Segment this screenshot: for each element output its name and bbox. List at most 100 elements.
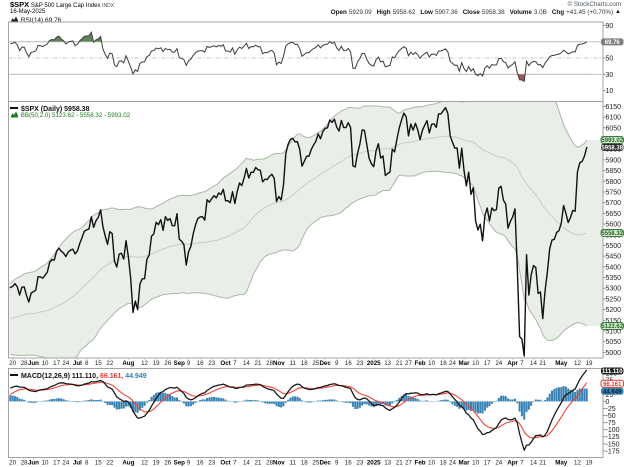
svg-text:90: 90 bbox=[606, 23, 614, 30]
svg-text:26: 26 bbox=[164, 360, 171, 367]
svg-text:18: 18 bbox=[440, 460, 447, 467]
svg-text:21: 21 bbox=[539, 360, 546, 367]
svg-text:6100: 6100 bbox=[606, 115, 622, 122]
svg-text:Oct: Oct bbox=[220, 360, 230, 367]
svg-text:Aug: Aug bbox=[122, 460, 134, 467]
macd-badge-66161: 66.161 bbox=[600, 379, 624, 388]
svg-text:24: 24 bbox=[62, 460, 69, 467]
svg-text:14: 14 bbox=[243, 360, 250, 367]
svg-text:9: 9 bbox=[187, 360, 191, 367]
macd-signal-line bbox=[10, 381, 588, 439]
rsi-legend-label: RSI(14) bbox=[20, 16, 44, 24]
svg-text:19: 19 bbox=[586, 460, 593, 467]
svg-text:14: 14 bbox=[530, 360, 537, 367]
ticker-exchange: INDX bbox=[102, 3, 115, 9]
macd-signal-value: 66.161, bbox=[99, 372, 124, 380]
svg-text:Oct: Oct bbox=[220, 460, 230, 467]
price-line bbox=[9, 106, 588, 357]
svg-text:Nov: Nov bbox=[273, 460, 285, 467]
svg-text:14: 14 bbox=[530, 460, 537, 467]
rsi-badge-6976: 69.76 bbox=[601, 38, 624, 46]
svg-text:5400: 5400 bbox=[606, 264, 622, 271]
svg-text:5558.32: 5558.32 bbox=[601, 231, 623, 237]
svg-text:10: 10 bbox=[42, 360, 49, 367]
svg-text:5050: 5050 bbox=[606, 339, 622, 346]
svg-text:5350: 5350 bbox=[606, 275, 622, 282]
svg-text:9: 9 bbox=[335, 460, 339, 467]
svg-text:44.949: 44.949 bbox=[603, 389, 622, 395]
svg-text:8: 8 bbox=[85, 460, 89, 467]
macd-value: 111.110, bbox=[71, 372, 99, 380]
svg-text:-25: -25 bbox=[606, 406, 616, 413]
svg-text:Jul: Jul bbox=[73, 360, 82, 367]
svg-text:10: 10 bbox=[42, 460, 49, 467]
svg-text:Jun: Jun bbox=[28, 360, 39, 367]
svg-text:12: 12 bbox=[141, 360, 148, 367]
svg-text:15: 15 bbox=[95, 460, 102, 467]
svg-text:21: 21 bbox=[539, 460, 546, 467]
svg-text:27: 27 bbox=[405, 360, 412, 367]
bollinger-legend-values: 5123.62 - 5558.32 - 5993.02 bbox=[52, 112, 131, 119]
svg-text:5650: 5650 bbox=[606, 211, 622, 218]
svg-text:19: 19 bbox=[153, 360, 160, 367]
svg-text:Feb: Feb bbox=[415, 360, 426, 367]
svg-text:Mar: Mar bbox=[459, 460, 471, 467]
svg-text:18: 18 bbox=[301, 360, 308, 367]
svg-text:19: 19 bbox=[586, 360, 593, 367]
quote-open-label: Open bbox=[330, 8, 347, 16]
svg-text:30: 30 bbox=[606, 72, 614, 79]
svg-text:13: 13 bbox=[384, 360, 391, 367]
svg-text:25: 25 bbox=[312, 460, 319, 467]
svg-text:Aug: Aug bbox=[122, 360, 134, 367]
svg-text:24: 24 bbox=[495, 360, 502, 367]
svg-text:23: 23 bbox=[356, 460, 363, 467]
quote-high-label: High bbox=[376, 8, 391, 16]
svg-text:16: 16 bbox=[345, 360, 352, 367]
bollinger-middle-band-line bbox=[10, 135, 587, 320]
svg-text:66.161: 66.161 bbox=[603, 382, 622, 388]
svg-text:18: 18 bbox=[440, 360, 447, 367]
svg-text:25: 25 bbox=[606, 392, 614, 399]
svg-text:5600: 5600 bbox=[606, 222, 622, 229]
svg-text:5958.38: 5958.38 bbox=[601, 146, 623, 152]
svg-text:5750: 5750 bbox=[606, 189, 622, 196]
svg-text:17: 17 bbox=[53, 360, 60, 367]
svg-text:9: 9 bbox=[187, 460, 191, 467]
svg-text:28: 28 bbox=[266, 360, 273, 367]
svg-text:5993.02: 5993.02 bbox=[601, 138, 623, 144]
svg-text:21: 21 bbox=[255, 460, 262, 467]
svg-text:26: 26 bbox=[164, 460, 171, 467]
svg-text:7: 7 bbox=[233, 460, 237, 467]
ticker-name: S&P 500 Large Cap Index bbox=[30, 3, 101, 9]
svg-text:22: 22 bbox=[106, 360, 113, 367]
x-axis-bottom: 20 28 Jun 10 17 24 Jul 8 15 22 Aug 12 19 26 Sep 9 16 23 Oc… bbox=[9, 457, 593, 467]
svg-text:16: 16 bbox=[197, 360, 204, 367]
macd-legend: MACD(12,26,9) 111.110, 66.161, 44.949 bbox=[10, 371, 147, 380]
svg-text:7: 7 bbox=[520, 360, 524, 367]
svg-text:17: 17 bbox=[484, 460, 491, 467]
price-badge-595838: 5958.38 bbox=[601, 143, 624, 152]
price-badge-555832: 5558.32 bbox=[600, 228, 624, 237]
svg-text:5450: 5450 bbox=[606, 254, 622, 261]
svg-text:28: 28 bbox=[21, 360, 28, 367]
bollinger-band-icon bbox=[10, 111, 18, 118]
svg-text:-175: -175 bbox=[606, 448, 620, 455]
svg-text:Jun: Jun bbox=[28, 460, 39, 467]
price-legend-value: 5958.38 bbox=[64, 105, 90, 113]
macd-panel bbox=[9, 369, 588, 451]
quote-summary: Open 5929.09 High 5958.62 Low 5907.36 Close 595… bbox=[326, 9, 621, 16]
macd-badge-44949: 44.949 bbox=[601, 387, 624, 395]
stockcharts-copyright: © StockCharts.com bbox=[567, 1, 621, 8]
svg-text:17: 17 bbox=[484, 360, 491, 367]
chart-date: 16-May-2025 bbox=[10, 9, 46, 15]
svg-text:Feb: Feb bbox=[415, 460, 426, 467]
svg-text:-125: -125 bbox=[606, 434, 620, 441]
svg-text:5850: 5850 bbox=[606, 168, 622, 175]
quote-volume-label: Volume bbox=[509, 8, 532, 16]
svg-text:5000: 5000 bbox=[606, 350, 622, 357]
svg-text:20: 20 bbox=[9, 360, 16, 367]
price-line-icon bbox=[10, 106, 18, 109]
svg-text:-50: -50 bbox=[606, 413, 616, 420]
svg-text:13: 13 bbox=[384, 460, 391, 467]
svg-text:10: 10 bbox=[428, 460, 435, 467]
